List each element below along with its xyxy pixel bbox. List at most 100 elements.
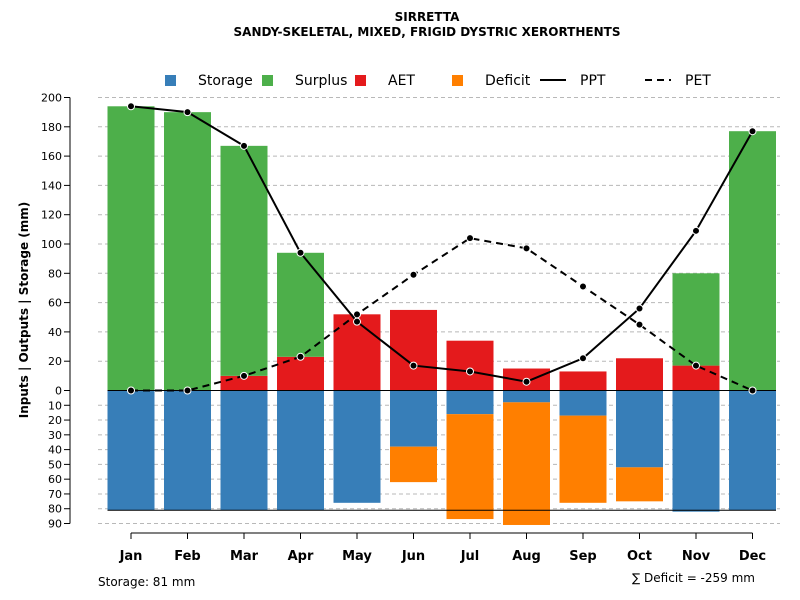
ppt-line bbox=[130, 105, 754, 383]
y-tick-label-top-160: 160 bbox=[41, 150, 62, 163]
y-tick-label-top-40: 40 bbox=[48, 326, 62, 339]
y-tick-label-top-120: 120 bbox=[41, 209, 62, 222]
legend-swatch-deficit bbox=[452, 75, 463, 86]
surplus-bar-feb bbox=[164, 112, 211, 391]
storage-bar-nov bbox=[672, 390, 720, 512]
y-tick-label-bottom-40: 40 bbox=[48, 444, 62, 457]
storage-note: Storage: 81 mm bbox=[98, 575, 195, 589]
storage-bar-feb bbox=[164, 390, 211, 511]
bars bbox=[107, 106, 776, 525]
deficit-note: ∑ Deficit = -259 mm bbox=[632, 571, 755, 585]
storage-bar-jun bbox=[390, 390, 437, 447]
pet-point-may bbox=[353, 310, 361, 319]
pet-point-oct bbox=[635, 320, 644, 329]
legend-swatch-surplus bbox=[262, 75, 273, 86]
legend-swatch-storage bbox=[165, 75, 176, 86]
aet-bar-jul bbox=[446, 340, 494, 391]
ppt-point-feb bbox=[183, 108, 192, 117]
y-axis-label: Inputs | Outputs | Storage (mm) bbox=[17, 202, 31, 419]
pet-point-jan bbox=[127, 386, 135, 395]
x-tick-label-oct: Oct bbox=[627, 549, 652, 564]
legend-label-aet: AET bbox=[388, 73, 415, 89]
ppt-point-oct bbox=[635, 304, 644, 313]
y-tick-label-top-100: 100 bbox=[41, 238, 62, 251]
pet-point-sep bbox=[579, 282, 587, 291]
x-tick-label-feb: Feb bbox=[174, 549, 200, 564]
storage-bar-sep bbox=[559, 390, 607, 416]
legend: Storage Surplus AET Deficit PPT PET bbox=[165, 73, 711, 89]
y-tick-label-top-0: 0 bbox=[55, 385, 62, 398]
storage-bar-may bbox=[333, 390, 381, 503]
aet-bar-nov bbox=[672, 365, 720, 391]
legend-label-surplus: Surplus bbox=[295, 73, 347, 89]
pet-point-nov bbox=[692, 361, 700, 370]
aet-bar-may bbox=[333, 314, 381, 391]
y-tick-label-top-80: 80 bbox=[48, 267, 62, 280]
storage-bar-apr bbox=[277, 390, 324, 511]
pet-point-mar bbox=[240, 371, 248, 380]
aet-bar-jun bbox=[390, 309, 437, 391]
x-tick-label-sep: Sep bbox=[569, 549, 597, 564]
y-tick-label-bottom-50: 50 bbox=[48, 458, 62, 471]
pet-point-feb bbox=[183, 386, 192, 395]
y-tick-label-top-180: 180 bbox=[41, 121, 62, 134]
ppt-point-nov bbox=[692, 226, 700, 235]
storage-bar-mar bbox=[220, 390, 268, 511]
ppt-point-jul bbox=[466, 367, 474, 376]
ppt-point-aug bbox=[522, 377, 531, 386]
pet-point-dec bbox=[748, 386, 757, 395]
ppt-point-sep bbox=[579, 354, 587, 363]
surplus-bar-dec bbox=[729, 131, 776, 391]
aet-bar-sep bbox=[559, 371, 607, 391]
chart-subtitle: SANDY-SKELETAL, MIXED, FRIGID DYSTRIC XE… bbox=[234, 25, 621, 39]
ppt-point-apr bbox=[296, 248, 305, 257]
legend-label-pet: PET bbox=[685, 73, 711, 89]
x-tick-label-aug: Aug bbox=[512, 549, 541, 564]
storage-bar-aug bbox=[503, 390, 550, 403]
deficit-bar-jul bbox=[446, 414, 494, 520]
deficit-bar-aug bbox=[503, 402, 550, 525]
deficit-bar-oct bbox=[616, 467, 663, 502]
x-tick-label-dec: Dec bbox=[739, 549, 766, 564]
gridlines bbox=[98, 97, 780, 524]
x-tick-label-mar: Mar bbox=[230, 549, 259, 564]
legend-label-ppt: PPT bbox=[580, 73, 606, 89]
series-lines bbox=[127, 102, 757, 395]
x-tick-label-jul: Jul bbox=[460, 549, 480, 564]
legend-label-storage: Storage bbox=[198, 73, 253, 89]
x-tick-label-apr: Apr bbox=[288, 549, 314, 564]
ppt-point-may bbox=[353, 317, 361, 326]
aet-bar-oct bbox=[616, 358, 663, 391]
surplus-bar-nov bbox=[672, 273, 720, 366]
y-tick-label-bottom-60: 60 bbox=[48, 473, 62, 486]
pet-point-apr bbox=[296, 352, 305, 361]
storage-bar-dec bbox=[729, 390, 776, 511]
ppt-point-dec bbox=[748, 127, 757, 136]
axes: 0204060801001201401601802001020304050607… bbox=[41, 92, 776, 564]
y-tick-label-bottom-90: 90 bbox=[48, 518, 62, 531]
x-tick-label-nov: Nov bbox=[682, 549, 711, 564]
y-tick-label-bottom-30: 30 bbox=[48, 429, 62, 442]
y-tick-label-top-20: 20 bbox=[48, 355, 62, 368]
y-tick-label-bottom-10: 10 bbox=[48, 399, 62, 412]
ppt-point-jan bbox=[127, 102, 135, 111]
storage-bar-jan bbox=[107, 390, 155, 511]
legend-swatch-aet bbox=[355, 75, 366, 86]
chart-title: SIRRETTA bbox=[395, 10, 461, 24]
y-tick-label-bottom-70: 70 bbox=[48, 488, 62, 501]
surplus-bar-apr bbox=[277, 252, 324, 357]
y-tick-label-bottom-20: 20 bbox=[48, 414, 62, 427]
pet-point-jul bbox=[466, 234, 474, 243]
y-tick-label-top-140: 140 bbox=[41, 179, 62, 192]
x-tick-label-jan: Jan bbox=[119, 549, 143, 564]
y-tick-label-top-60: 60 bbox=[48, 297, 62, 310]
surplus-bar-mar bbox=[220, 145, 268, 376]
storage-bar-jul bbox=[446, 390, 494, 415]
surplus-bar-jan bbox=[107, 106, 155, 391]
ppt-point-jun bbox=[409, 361, 418, 370]
x-tick-label-may: May bbox=[342, 549, 372, 564]
pet-point-jun bbox=[409, 270, 418, 279]
deficit-bar-sep bbox=[559, 415, 607, 503]
legend-label-deficit: Deficit bbox=[485, 73, 531, 89]
